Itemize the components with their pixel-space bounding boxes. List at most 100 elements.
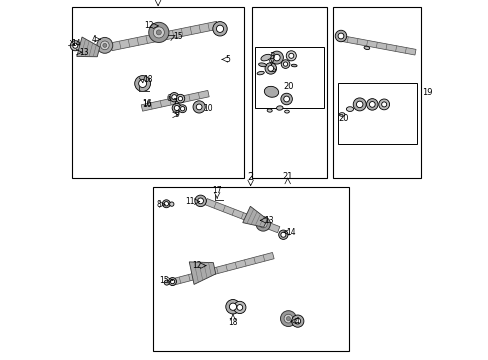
Circle shape: [352, 98, 366, 111]
Circle shape: [156, 30, 161, 35]
Circle shape: [169, 93, 179, 102]
Ellipse shape: [346, 107, 353, 112]
Text: 11: 11: [185, 197, 194, 206]
Circle shape: [134, 76, 150, 91]
Circle shape: [267, 66, 273, 71]
Circle shape: [291, 315, 303, 327]
Ellipse shape: [284, 110, 289, 113]
Text: 2: 2: [247, 172, 253, 182]
Circle shape: [169, 202, 174, 206]
Ellipse shape: [266, 109, 272, 112]
Text: 5: 5: [225, 55, 230, 64]
Text: 16: 16: [142, 99, 151, 108]
Bar: [251, 7, 326, 178]
Text: 20: 20: [338, 113, 348, 122]
Circle shape: [288, 53, 293, 58]
Circle shape: [97, 37, 113, 53]
Circle shape: [337, 33, 343, 39]
Circle shape: [378, 99, 389, 110]
Circle shape: [162, 200, 170, 208]
Polygon shape: [141, 90, 209, 111]
Circle shape: [178, 96, 182, 101]
Ellipse shape: [257, 71, 264, 75]
Circle shape: [168, 278, 176, 285]
Text: 17: 17: [212, 186, 222, 195]
Circle shape: [171, 95, 177, 100]
Circle shape: [176, 94, 184, 103]
Text: 15: 15: [173, 32, 183, 41]
Text: 18: 18: [142, 75, 152, 84]
Circle shape: [286, 317, 290, 320]
Circle shape: [281, 60, 289, 68]
Text: 15: 15: [159, 276, 168, 284]
Circle shape: [259, 220, 266, 228]
Circle shape: [278, 230, 287, 239]
Circle shape: [280, 93, 292, 105]
Circle shape: [261, 222, 264, 226]
Ellipse shape: [269, 69, 275, 72]
Text: 20: 20: [283, 82, 293, 91]
Bar: [72, 7, 244, 178]
Circle shape: [237, 305, 242, 310]
Circle shape: [381, 102, 386, 107]
Circle shape: [212, 22, 227, 36]
Circle shape: [174, 105, 179, 111]
Circle shape: [368, 102, 374, 107]
Polygon shape: [189, 262, 215, 284]
Circle shape: [285, 51, 296, 61]
Ellipse shape: [291, 64, 296, 67]
Circle shape: [264, 63, 276, 74]
Circle shape: [164, 280, 169, 285]
Circle shape: [139, 80, 146, 87]
Circle shape: [178, 105, 186, 113]
Circle shape: [70, 41, 80, 51]
Circle shape: [294, 318, 300, 324]
Text: 13: 13: [264, 216, 273, 225]
Polygon shape: [110, 21, 218, 51]
Circle shape: [170, 279, 174, 284]
Bar: [337, 83, 416, 144]
Polygon shape: [242, 206, 267, 227]
Circle shape: [366, 99, 377, 110]
Polygon shape: [204, 199, 279, 233]
Text: 13: 13: [79, 48, 88, 57]
Circle shape: [280, 232, 285, 237]
Circle shape: [283, 96, 289, 102]
Text: 14: 14: [285, 228, 295, 237]
Circle shape: [283, 62, 287, 66]
Bar: [152, 187, 348, 351]
Text: 18: 18: [228, 318, 237, 327]
Circle shape: [197, 198, 203, 204]
Circle shape: [102, 43, 106, 48]
Text: 7: 7: [172, 99, 177, 108]
Circle shape: [73, 43, 78, 48]
Text: 21: 21: [282, 172, 292, 181]
Ellipse shape: [364, 46, 369, 50]
Circle shape: [196, 104, 202, 110]
Text: 4: 4: [294, 317, 299, 325]
Circle shape: [356, 101, 362, 108]
Text: 10: 10: [203, 104, 213, 112]
Circle shape: [225, 300, 240, 314]
Circle shape: [233, 301, 245, 314]
Ellipse shape: [339, 113, 344, 116]
Text: 9: 9: [174, 110, 179, 119]
Circle shape: [164, 202, 168, 206]
Text: 12: 12: [192, 261, 202, 270]
Ellipse shape: [258, 63, 266, 67]
Circle shape: [284, 314, 292, 323]
Circle shape: [335, 30, 346, 42]
Circle shape: [216, 25, 223, 32]
Ellipse shape: [261, 54, 271, 61]
Bar: [255, 47, 323, 108]
Text: 14: 14: [71, 39, 81, 48]
Ellipse shape: [264, 86, 278, 97]
Circle shape: [194, 195, 206, 207]
Text: 3: 3: [268, 52, 274, 61]
Circle shape: [256, 217, 270, 231]
Polygon shape: [337, 35, 415, 55]
Text: 19: 19: [422, 88, 432, 97]
Circle shape: [280, 311, 296, 327]
Text: 4: 4: [92, 35, 97, 44]
Circle shape: [100, 41, 109, 50]
